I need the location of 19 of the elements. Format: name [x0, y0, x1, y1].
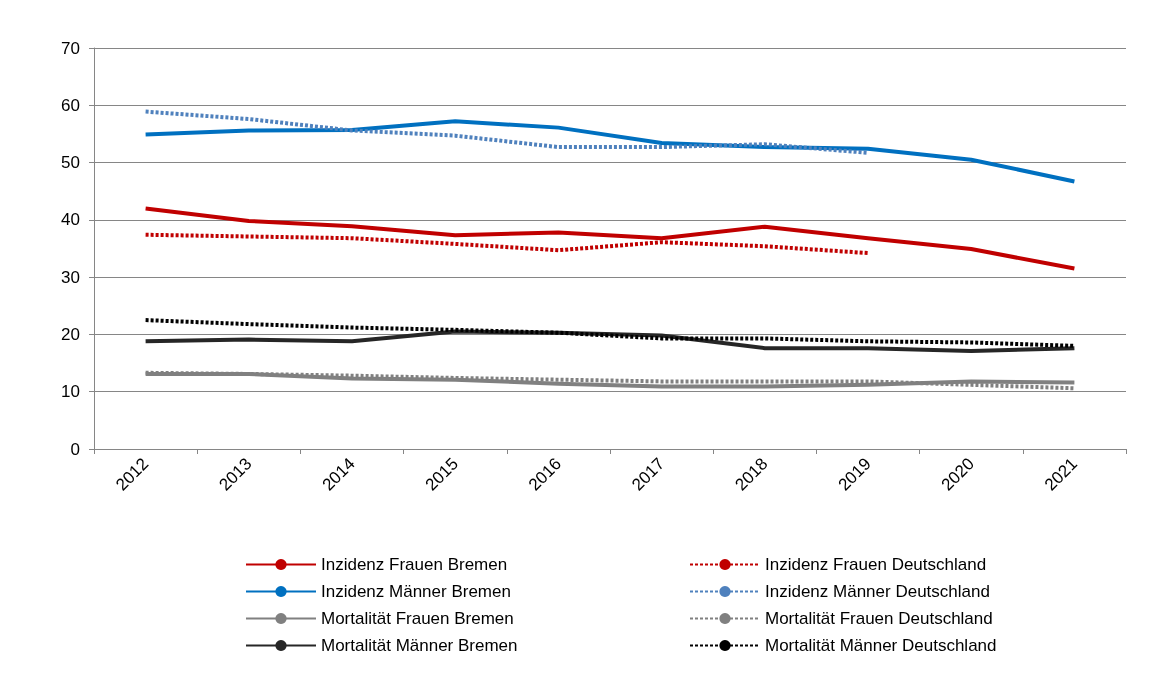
legend-label: Mortalität Männer Bremen	[321, 636, 518, 655]
legend-label: Mortalität Männer Deutschland	[765, 636, 997, 655]
legend-label: Inzidenz Männer Deutschland	[765, 582, 990, 601]
y-tick-label: 60	[61, 95, 80, 115]
line-series	[143, 119, 1077, 184]
y-tick-label: 20	[61, 324, 80, 344]
legend-label: Mortalität Frauen Bremen	[321, 609, 514, 628]
line-series	[143, 109, 870, 155]
y-tick-label: 30	[61, 267, 80, 287]
legend-label: Inzidenz Frauen Bremen	[321, 555, 508, 574]
legend-label: Mortalität Frauen Deutschland	[765, 609, 993, 628]
legend-label: Inzidenz Frauen Deutschland	[765, 555, 987, 574]
legend-label: Inzidenz Männer Bremen	[321, 582, 511, 601]
y-tick-label: 50	[61, 153, 80, 173]
y-tick-label: 70	[61, 38, 80, 58]
line-series	[143, 206, 1077, 271]
y-tick-label: 40	[61, 210, 80, 230]
y-tick-label: 10	[61, 382, 80, 402]
y-tick-label: 0	[70, 439, 80, 459]
